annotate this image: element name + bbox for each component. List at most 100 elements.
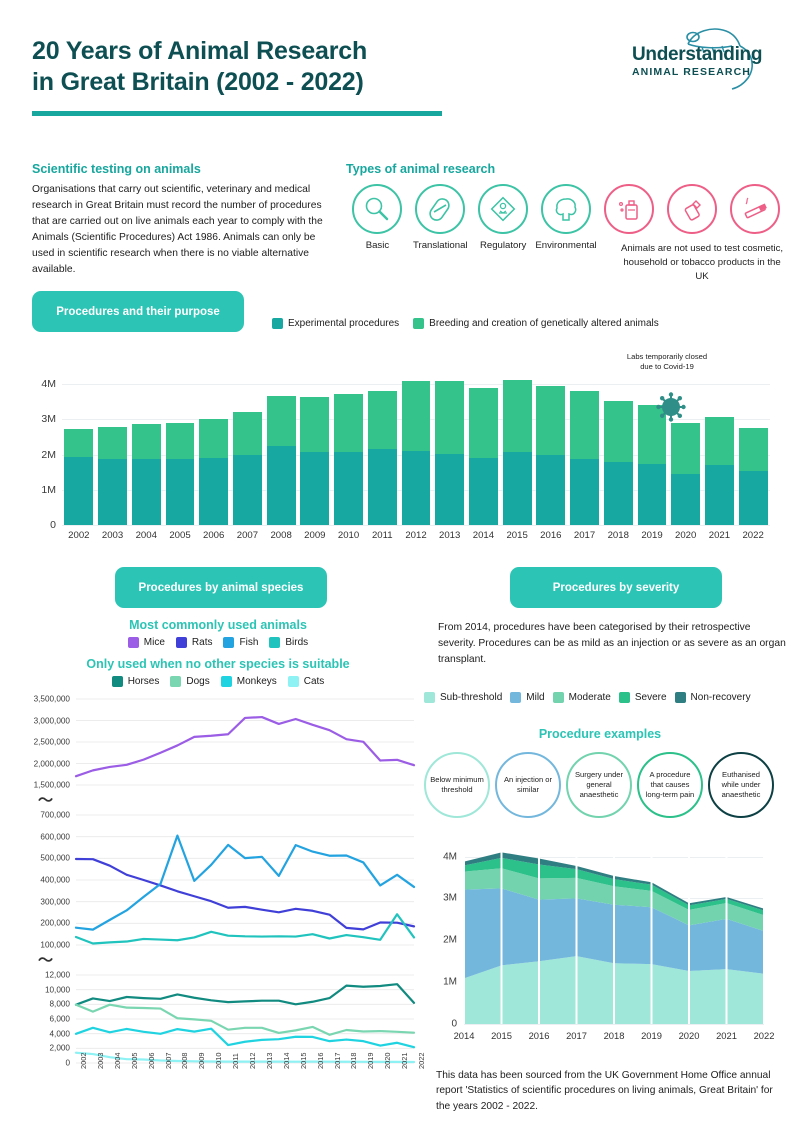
bar-segment-experimental [435,454,465,525]
x-axis-tick: 2019 [366,1052,376,1069]
line-series-dogs [74,1003,416,1036]
bar-group: 2019 [637,405,667,541]
section-pill-severity[interactable]: Procedures by severity [510,567,722,608]
y-axis-tick: 2,000 [49,1043,71,1053]
bar-segment-breeding [570,391,600,459]
legend-swatch [287,676,299,687]
bar-group: 2020 [671,422,701,541]
type-label: Regulatory [479,240,527,251]
x-axis-tick: 2022 [417,1052,426,1069]
bar-segment-experimental [367,449,397,525]
bar-group: 2021 [704,417,734,541]
bar-group: 2005 [165,422,195,541]
area-band-non-recovery [464,852,764,911]
procedure-examples-title: Procedure examples [538,727,662,741]
bar-segment-experimental [671,473,701,525]
magnifier-icon [352,184,403,234]
type-cosmetics [597,184,660,251]
cosmetics-bottle-icon [603,184,654,234]
logo-wordmark: Understanding [632,44,763,65]
title-line-2: in Great Britain (2002 - 2022) [32,67,364,96]
x-axis-tick: 2002 [68,530,90,541]
line-series-mice [74,715,416,778]
legend-label: Cats [303,676,325,687]
legend-severity: Sub-threshold Mild Moderate Severe Non-recov… [424,692,751,703]
bar-segment-breeding [536,386,566,455]
y-axis-tick: 1M [443,976,457,988]
section-pill-purpose[interactable]: Procedures and their purpose [32,291,244,332]
x-axis-tick: 2005 [169,530,191,541]
y-axis-tick: 500,000 [40,853,70,863]
x-axis-tick: 2017 [566,1030,587,1041]
area-chart-plot: 0 1M 2M 3M 4M 2014 2015 2016 2017 2018 2019 2020 202… [443,844,774,1041]
x-axis-tick: 2015 [491,1030,512,1041]
legend-item: Fish [223,637,258,648]
page-header: 20 Years of Animal Research in Great Bri… [32,36,772,116]
x-axis-tick: 2015 [298,1052,308,1069]
bar-segment-breeding [468,388,498,458]
y-axis-tick: 100,000 [40,940,70,950]
x-axis-tick: 2022 [742,530,764,541]
legend-item: Moderate [552,692,611,703]
page-title: 20 Years of Animal Research in Great Bri… [32,36,772,97]
bar-segment-breeding [738,427,768,472]
bar-segment-experimental [334,451,364,525]
bar-group: 2017 [570,391,600,541]
legend-item: Mice [127,637,165,648]
x-axis-tick: 2021 [716,1030,737,1041]
gridline [62,525,770,526]
x-axis-tick: 2010 [214,1052,224,1069]
legend-swatch [175,637,187,648]
y-axis-tick: 700,000 [40,810,70,820]
y-axis-tick: 2,000,000 [33,759,70,768]
legend-item: Sub-threshold [424,692,502,703]
procedure-examples-row: Below minimum threshold An injection or s… [424,752,776,818]
legend-swatch [618,692,630,703]
x-axis-tick: 2020 [675,530,697,541]
legend-swatch [510,692,522,703]
legend-label: Breeding and creation of genetically alt… [429,318,659,329]
type-translational: Translational [409,184,472,251]
legend-common-species: Mice Rats Fish Birds [18,637,418,648]
bar-segment-breeding [300,397,330,453]
chart-procedures-by-severity: 0 1M 2M 3M 4M 2014 2015 2016 2017 2018 2019 2020 202… [424,834,780,1054]
x-axis-tick: 2005 [129,1052,139,1069]
covid-virus-icon [654,390,688,429]
procedure-example-circle: An injection or similar [495,752,561,818]
legend-swatch [424,692,435,703]
legend-item: Horses [111,676,159,687]
legend-label: Experimental procedures [288,318,400,329]
line-series-rats [74,857,416,931]
x-axis-tick: 2014 [281,1052,291,1069]
bar-segment-experimental [637,464,667,525]
bar-segment-breeding [367,390,397,450]
bar-group: 2010 [334,393,364,541]
bar-segment-experimental [300,452,330,525]
bar-segment-experimental [502,452,532,525]
bar-segment-breeding [199,419,229,459]
type-tobacco [723,184,786,251]
x-axis-tick: 2013 [439,530,461,541]
bar-segment-breeding [165,422,195,460]
section-pill-species[interactable]: Procedures by animal species [115,567,327,608]
bar-segment-experimental [704,464,734,525]
y-axis-tick: 400,000 [40,875,70,885]
bar-segment-breeding [232,411,262,455]
bar-segment-breeding [131,423,161,460]
y-axis-tick: 3,500,000 [33,694,70,704]
x-axis-tick: 2016 [540,530,562,541]
line-series-birds [74,913,416,945]
title-underline [32,111,442,116]
species-common-title: Most commonly used animals [129,618,307,632]
severity-description: From 2014, procedures have been categori… [438,622,786,665]
type-household [660,184,723,251]
bar-segment-experimental [232,454,262,525]
legend-item: Rats [175,637,212,648]
bar-group: 2012 [401,381,431,541]
legend-swatch [269,637,281,648]
x-axis-tick: 2011 [231,1053,241,1069]
legend-swatch [674,692,686,703]
x-axis-tick: 2011 [371,530,393,541]
bar-segment-breeding [502,380,532,453]
title-line-1: 20 Years of Animal Research [32,37,368,65]
